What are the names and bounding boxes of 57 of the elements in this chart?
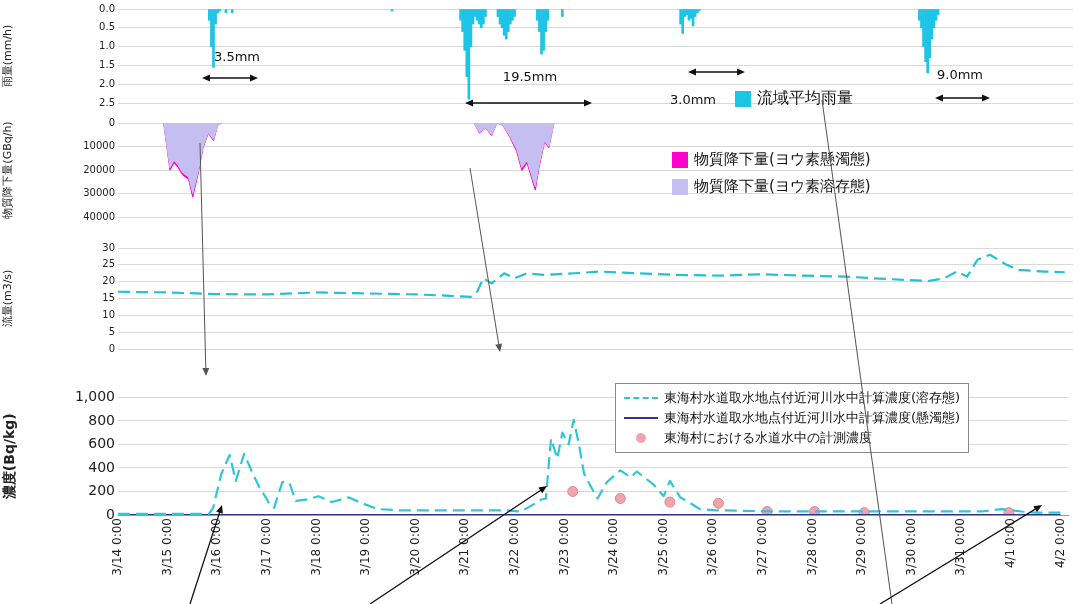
y-axis-title: 濃度(Bq/kg) — [1, 413, 18, 501]
x-tick-label: 3/26 0:00 — [705, 518, 720, 576]
legend-label: 東海村水道取水地点付近河川水中計算濃度(溶存態) — [664, 389, 961, 407]
y-tick-label: 2.5 — [99, 96, 115, 108]
legend-label: 東海村水道取水地点付近河川水中計算濃度(懸濁態) — [664, 409, 961, 427]
x-tick-label: 3/28 0:00 — [804, 518, 819, 576]
y-axis-title: 物質降下量(GBq/h) — [1, 121, 15, 219]
y-tick-label: 0 — [108, 116, 115, 128]
y-tick-label: 30 — [102, 241, 115, 253]
y-axis-title: 流量(m3/s) — [1, 269, 15, 328]
x-tick-label: 3/18 0:00 — [308, 518, 323, 576]
y-tick-label: 0 — [108, 342, 115, 354]
y-tick-label: 25 — [102, 258, 115, 270]
y-tick-label: 200 — [88, 482, 115, 499]
y-axis-title: 雨量(mm/h) — [1, 24, 15, 88]
x-tick-label: 3/23 0:00 — [556, 518, 571, 576]
legend-label: 物質降下量(ヨウ素懸濁態) — [694, 150, 871, 169]
annotation: 3.5mm — [213, 49, 261, 65]
x-tick-label: 3/15 0:00 — [159, 518, 174, 576]
legend-label: 物質降下量(ヨウ素溶存態) — [694, 177, 871, 196]
x-tick-label: 3/25 0:00 — [655, 518, 670, 576]
x-tick-label: 4/2 0:00 — [1052, 518, 1067, 569]
x-tick-label: 4/1 0:00 — [1003, 518, 1018, 569]
y-tick-label: 0.5 — [99, 21, 115, 33]
y-tick-label: 1.0 — [99, 40, 115, 52]
x-tick-label: 3/19 0:00 — [358, 518, 373, 576]
x-tick-label: 3/22 0:00 — [506, 518, 521, 576]
y-tick-label: 20 — [102, 275, 115, 287]
y-tick-label: 1.5 — [99, 58, 115, 70]
x-tick-label: 3/27 0:00 — [755, 518, 770, 576]
y-tick-label: 40000 — [83, 210, 115, 222]
x-tick-label: 3/16 0:00 — [209, 518, 224, 576]
y-tick-label: 0.0 — [99, 2, 115, 14]
y-tick-label: 20000 — [83, 163, 115, 175]
annotation: 19.5mm — [502, 69, 558, 85]
y-tick-label: 2.0 — [99, 77, 115, 89]
y-tick-label: 400 — [88, 458, 115, 475]
y-tick-label: 1,000 — [74, 388, 115, 405]
y-tick-label: 600 — [88, 435, 115, 452]
x-tick-label: 3/29 0:00 — [854, 518, 869, 576]
x-tick-label: 3/31 0:00 — [953, 518, 968, 576]
y-tick-label: 10000 — [83, 140, 115, 152]
x-tick-label: 3/14 0:00 — [110, 518, 125, 576]
y-tick-label: 800 — [88, 411, 115, 428]
y-tick-label: 5 — [108, 325, 115, 337]
y-tick-label: 30000 — [83, 187, 115, 199]
x-tick-label: 3/17 0:00 — [258, 518, 273, 576]
annotation: 3.0mm — [669, 92, 717, 108]
x-tick-label: 3/20 0:00 — [407, 518, 422, 576]
x-tick-label: 3/30 0:00 — [903, 518, 918, 576]
annotation: 9.0mm — [936, 67, 984, 83]
legend-label: 東海村における水道水中の計測濃度 — [664, 429, 872, 447]
x-tick-label: 3/21 0:00 — [457, 518, 472, 576]
y-tick-label: 15 — [102, 292, 115, 304]
y-tick-label: 10 — [102, 308, 115, 320]
x-tick-label: 3/24 0:00 — [606, 518, 621, 576]
legend-label: 流域平均雨量 — [757, 88, 853, 109]
